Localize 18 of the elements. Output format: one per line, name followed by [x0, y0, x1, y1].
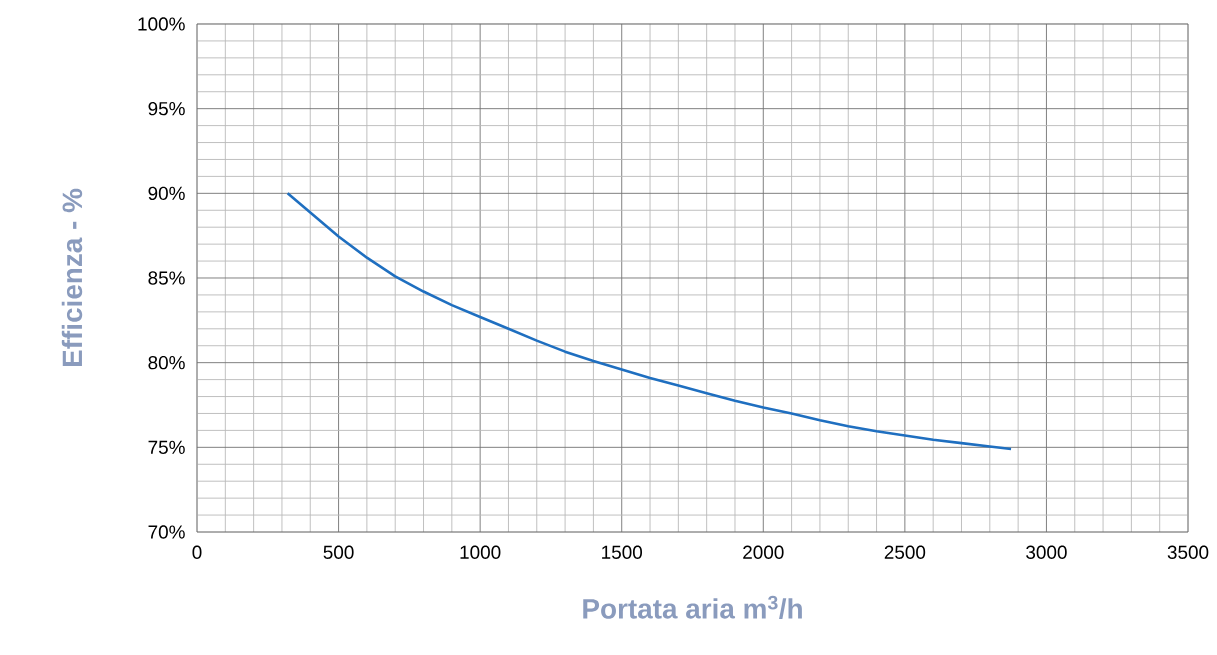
y-tick-label: 90%	[148, 186, 185, 201]
y-tick-label: 100%	[138, 17, 185, 31]
x-tick-label: 0	[192, 545, 202, 559]
x-tick-label: 2500	[884, 545, 926, 559]
x-tick-label: 3500	[1167, 545, 1209, 559]
x-tick-label: 500	[323, 545, 354, 559]
y-tick-label: 75%	[148, 440, 185, 454]
y-tick-label: 80%	[148, 355, 185, 370]
y-tick-label: 95%	[148, 101, 185, 116]
x-tick-label: 1000	[460, 545, 501, 559]
x-tick-label: 2000	[743, 545, 784, 559]
y-tick-label: 70%	[148, 525, 185, 539]
y-axis-title: Efficienza - %	[61, 188, 83, 367]
x-tick-label: 1500	[602, 545, 643, 559]
y-tick-label: 85%	[148, 271, 185, 285]
line-series	[286, 192, 1013, 451]
x-axis-title: Portata aria m$^{3}$/h	[583, 595, 802, 619]
x-tick-label: 3000	[1026, 545, 1067, 559]
